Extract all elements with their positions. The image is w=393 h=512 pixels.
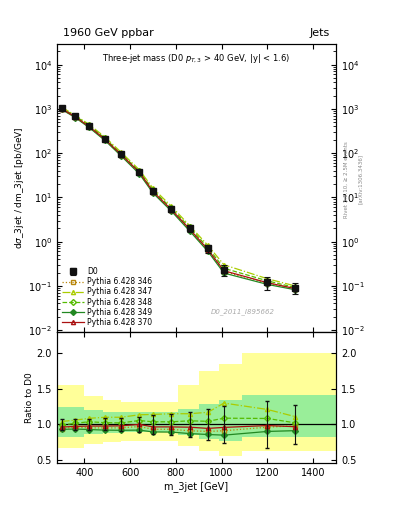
Pythia 6.428 370	[222, 268, 226, 274]
Pythia 6.428 346	[59, 106, 64, 112]
Pythia 6.428 370	[151, 188, 155, 195]
Pythia 6.428 347	[169, 203, 174, 209]
Pythia 6.428 346	[265, 280, 270, 286]
Pythia 6.428 347	[73, 112, 78, 118]
Pythia 6.428 346	[137, 169, 142, 176]
Text: Jets: Jets	[310, 28, 330, 38]
Text: Three-jet mass (D0 $p_{T,3}$ > 40 GeV, |y| < 1.6): Three-jet mass (D0 $p_{T,3}$ > 40 GeV, |…	[103, 52, 290, 65]
Pythia 6.428 346	[222, 269, 226, 275]
Pythia 6.428 349	[86, 124, 91, 131]
Text: [arXiv:1306.3436]: [arXiv:1306.3436]	[358, 154, 363, 204]
Line: Pythia 6.428 346: Pythia 6.428 346	[59, 107, 297, 290]
Pythia 6.428 347	[103, 134, 107, 140]
Pythia 6.428 347	[292, 283, 297, 289]
Pythia 6.428 348	[103, 135, 107, 141]
Pythia 6.428 349	[119, 153, 123, 159]
Pythia 6.428 349	[137, 171, 142, 177]
Line: Pythia 6.428 370: Pythia 6.428 370	[59, 106, 297, 291]
Pythia 6.428 349	[206, 248, 210, 254]
Pythia 6.428 346	[169, 207, 174, 214]
Pythia 6.428 348	[151, 187, 155, 194]
Pythia 6.428 349	[222, 270, 226, 276]
Pythia 6.428 347	[137, 167, 142, 173]
Pythia 6.428 348	[169, 205, 174, 211]
Text: 1960 GeV ppbar: 1960 GeV ppbar	[63, 28, 154, 38]
Pythia 6.428 349	[265, 281, 270, 287]
Pythia 6.428 370	[137, 169, 142, 175]
Pythia 6.428 370	[292, 286, 297, 292]
Pythia 6.428 348	[206, 245, 210, 251]
Pythia 6.428 346	[151, 189, 155, 196]
Pythia 6.428 349	[73, 115, 78, 121]
Pythia 6.428 347	[222, 262, 226, 268]
Pythia 6.428 370	[59, 105, 64, 112]
Pythia 6.428 348	[265, 278, 270, 284]
Pythia 6.428 346	[206, 247, 210, 253]
Pythia 6.428 347	[265, 275, 270, 282]
Pythia 6.428 370	[265, 280, 270, 286]
Pythia 6.428 370	[206, 247, 210, 253]
Pythia 6.428 370	[86, 123, 91, 130]
Pythia 6.428 346	[86, 124, 91, 130]
Pythia 6.428 370	[119, 152, 123, 158]
Pythia 6.428 348	[292, 284, 297, 290]
Pythia 6.428 346	[119, 152, 123, 158]
Pythia 6.428 347	[119, 149, 123, 155]
Pythia 6.428 370	[73, 114, 78, 120]
Pythia 6.428 346	[292, 285, 297, 291]
Pythia 6.428 349	[59, 106, 64, 113]
Pythia 6.428 346	[73, 114, 78, 120]
Pythia 6.428 349	[151, 190, 155, 196]
Text: D0_2011_I895662: D0_2011_I895662	[211, 308, 274, 315]
Pythia 6.428 349	[169, 208, 174, 214]
Pythia 6.428 349	[103, 137, 107, 143]
Pythia 6.428 346	[187, 227, 192, 233]
Pythia 6.428 347	[151, 185, 155, 191]
Pythia 6.428 348	[59, 105, 64, 111]
Pythia 6.428 370	[187, 226, 192, 232]
Pythia 6.428 347	[59, 104, 64, 110]
Pythia 6.428 348	[119, 151, 123, 157]
Pythia 6.428 348	[86, 122, 91, 129]
Pythia 6.428 370	[169, 206, 174, 212]
Line: Pythia 6.428 349: Pythia 6.428 349	[59, 108, 297, 292]
X-axis label: m_3jet [GeV]: m_3jet [GeV]	[164, 481, 229, 492]
Pythia 6.428 349	[187, 228, 192, 234]
Pythia 6.428 348	[73, 113, 78, 119]
Pythia 6.428 347	[86, 121, 91, 127]
Pythia 6.428 348	[187, 224, 192, 230]
Pythia 6.428 346	[103, 137, 107, 143]
Pythia 6.428 348	[137, 168, 142, 174]
Pythia 6.428 347	[187, 223, 192, 229]
Text: Rivet 3.1.10, ≥ 2.5M events: Rivet 3.1.10, ≥ 2.5M events	[344, 141, 349, 218]
Pythia 6.428 349	[292, 287, 297, 293]
Pythia 6.428 347	[206, 242, 210, 248]
Pythia 6.428 348	[222, 265, 226, 271]
Legend: D0, Pythia 6.428 346, Pythia 6.428 347, Pythia 6.428 348, Pythia 6.428 349, Pyth: D0, Pythia 6.428 346, Pythia 6.428 347, …	[61, 266, 153, 328]
Line: Pythia 6.428 348: Pythia 6.428 348	[59, 106, 297, 290]
Y-axis label: Ratio to D0: Ratio to D0	[25, 372, 34, 423]
Y-axis label: d$\sigma$_3jet / dm_3jet [pb/GeV]: d$\sigma$_3jet / dm_3jet [pb/GeV]	[13, 126, 26, 249]
Pythia 6.428 370	[103, 136, 107, 142]
Line: Pythia 6.428 347: Pythia 6.428 347	[59, 105, 297, 288]
